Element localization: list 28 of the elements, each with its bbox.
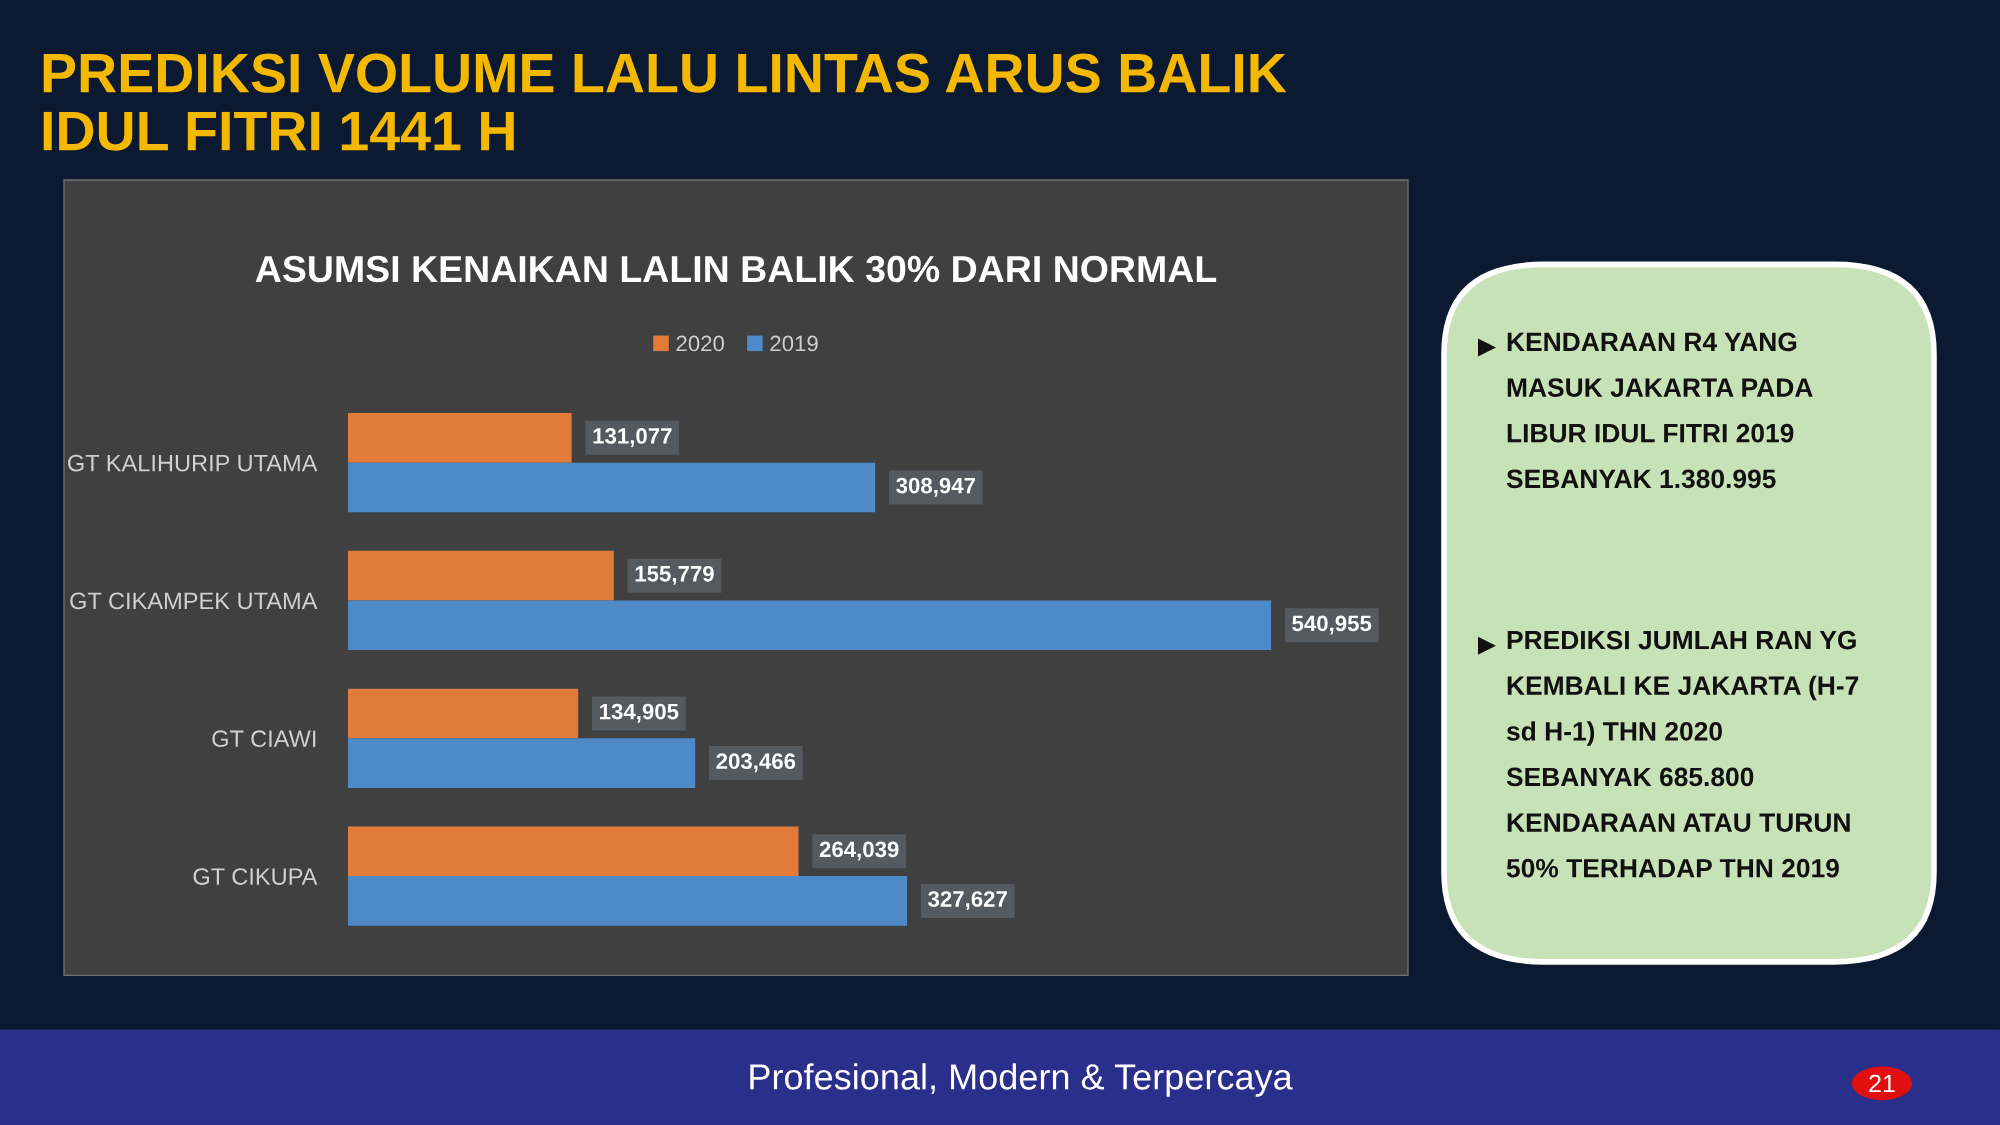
data-label: 134,905 <box>600 703 679 723</box>
data-label: 131,077 <box>593 428 672 448</box>
data-label: 308,947 <box>896 477 976 497</box>
legend-label: 2020 <box>676 335 725 352</box>
bar <box>348 826 799 877</box>
data-label: 327,627 <box>928 891 1007 911</box>
bar <box>348 688 579 739</box>
y-tick-label: GT CIKUPA <box>193 868 318 885</box>
data-label: 540,955 <box>1292 615 1372 635</box>
chart-title: PREDIKSI VOLUME LALU LINTAS ARUS BALIK IDUL FITRI 1441 H <box>43 53 1287 151</box>
text: 21 <box>1869 1074 1895 1093</box>
text: PREDIKSI JUMLAH RAN YG KEMBALI KE JAKARTA (H-7 sd H-1) THN 2020 SEBANYAK 685.800 KENDARAAN ATAU TURUN 50% TERHADAP THN 2019 <box>1506 630 1859 878</box>
text: KENDARAAN R4 YANG MASUK JAKARTA PADA LIBUR IDUL FITRI 2019 SEBANYAK 1.380.995 <box>1506 332 1813 489</box>
bar <box>348 550 614 601</box>
bar <box>348 738 696 788</box>
y-tick-label: GT CIAWI <box>212 730 316 748</box>
data-label: 264,039 <box>819 841 899 861</box>
legend-label: 2019 <box>770 335 818 352</box>
data-label: 155,779 <box>635 565 714 585</box>
data-label: 203,466 <box>716 753 796 773</box>
bar <box>348 462 876 513</box>
bar <box>348 876 908 926</box>
chart-subtitle: ASUMSI KENAIKAN LALIN BALIK 30% DARI NORMAL <box>255 255 1217 283</box>
y-tick-label: GT KALIHURIP UTAMA <box>68 454 318 472</box>
y-tick-label: GT CIKAMPEK UTAMA <box>70 592 318 610</box>
bar <box>348 413 572 463</box>
text: Profesional, Modern & Terpercaya <box>750 1063 1293 1097</box>
bar <box>348 600 1272 651</box>
